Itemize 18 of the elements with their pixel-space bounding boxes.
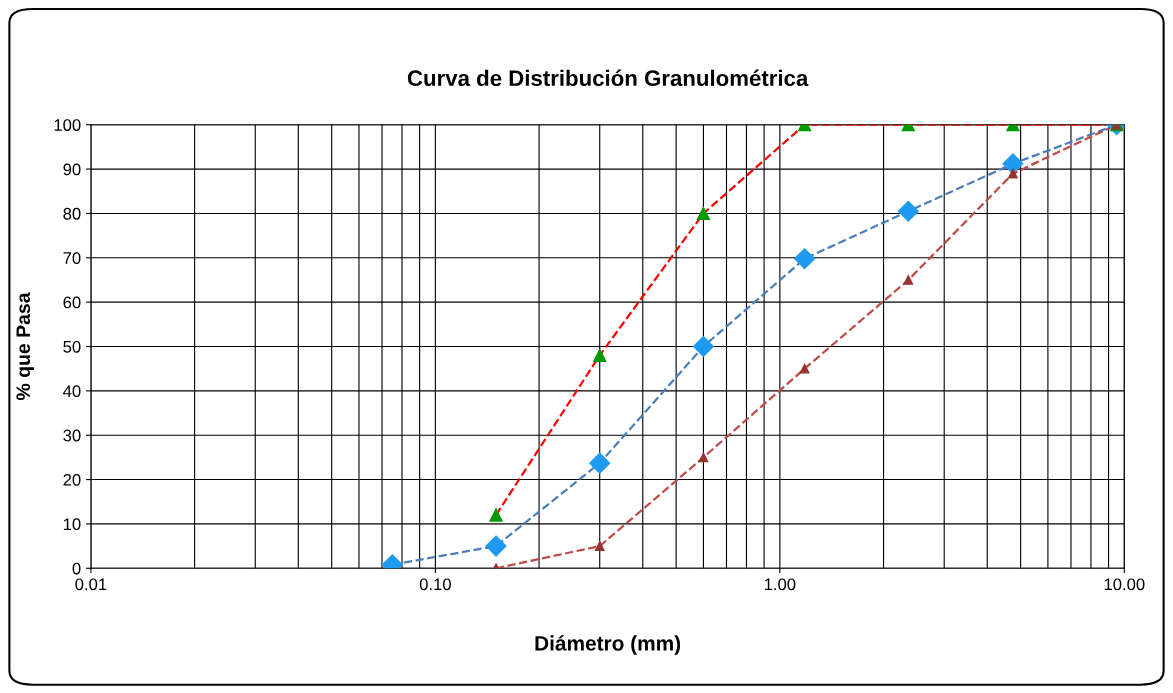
y-tick-label: 80: [63, 207, 81, 220]
y-tick-label: 40: [63, 385, 81, 398]
chart-title: Curva de Distribución Granulométrica: [407, 69, 809, 87]
y-tick-label: 0: [72, 562, 81, 575]
y-tick-label: 90: [63, 163, 81, 176]
y-tick-label: 20: [63, 473, 81, 486]
y-tick-label: 100: [54, 119, 81, 131]
x-axis-title: Diámetro (mm): [535, 635, 681, 655]
y-tick-label: 10: [63, 518, 81, 531]
y-tick-label: 70: [63, 252, 81, 264]
x-tick-label: 0.01: [75, 578, 107, 591]
x-tick-label: 1.00: [764, 578, 796, 591]
y-tick-label: 60: [63, 296, 81, 309]
x-tick-label: 10.00: [1104, 578, 1145, 591]
x-tick-label: 0.10: [419, 578, 451, 591]
y-tick-label: 50: [63, 340, 81, 353]
y-tick-label: 30: [63, 429, 81, 442]
y-axis-title: % que Pasa: [16, 292, 34, 401]
